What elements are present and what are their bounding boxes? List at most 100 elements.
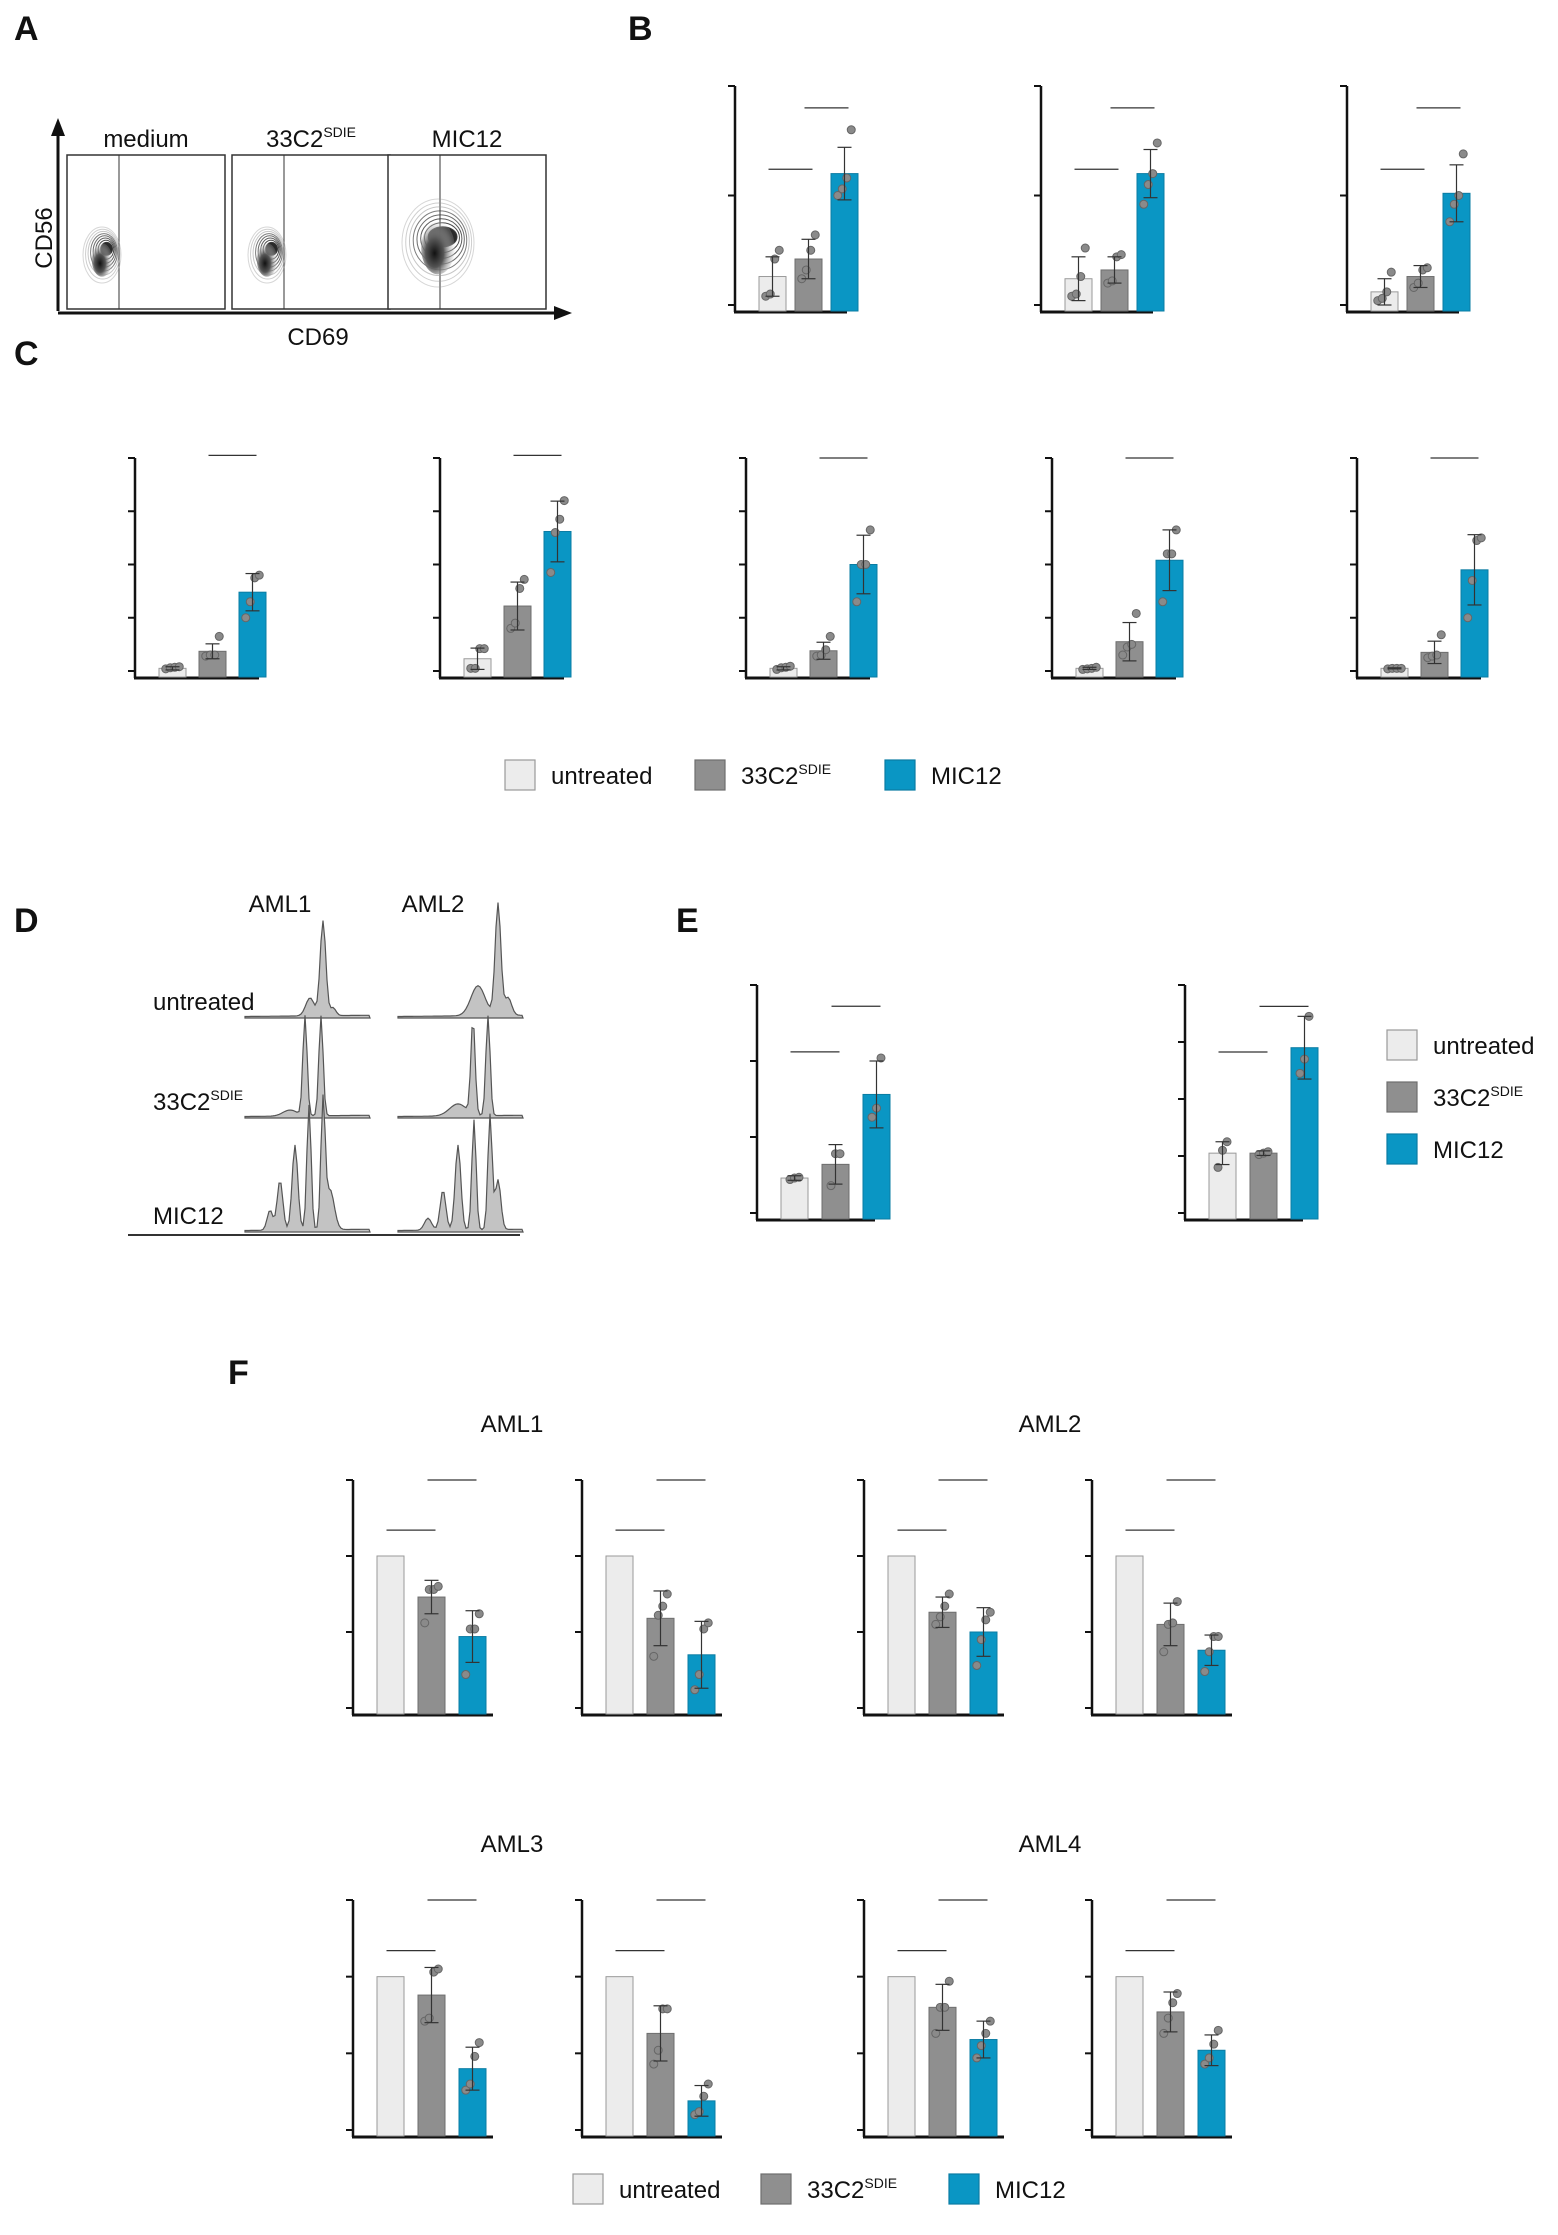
data-point [1458, 149, 1468, 159]
data-point [1116, 250, 1126, 260]
chart-f-14 [346, 1899, 493, 2139]
data-point [420, 1618, 430, 1628]
legend-panel-f: untreated 33C2SDIE MIC12 [572, 2173, 1066, 2205]
legend-swatch [948, 2173, 980, 2205]
legend-label-main: MIC12 [995, 2177, 1066, 2204]
chart-f-15 [575, 1899, 722, 2139]
data-point [852, 597, 862, 607]
bar-untreated [1115, 1976, 1144, 2137]
chart-e-9 [1178, 984, 1319, 1222]
contour-line [247, 226, 287, 284]
flow-plot-title-main: medium [103, 126, 188, 153]
contour-line [85, 228, 121, 280]
data-point [474, 2038, 484, 2048]
data-point [774, 245, 784, 255]
axis-arrow-up-icon [51, 118, 65, 136]
axis-arrow-right-icon [554, 306, 572, 320]
flow-plot-title: medium [103, 126, 188, 153]
bar-33c2sdie [417, 1596, 446, 1715]
contour-line [82, 226, 122, 284]
legend-label: MIC12 [1433, 1137, 1504, 1164]
data-point [649, 1651, 659, 1661]
legend-swatch [694, 759, 726, 791]
histogram-row-label: 33C2SDIE [153, 1087, 243, 1116]
histogram-row-2: MIC12 [153, 1094, 524, 1233]
chart-c-4 [433, 454, 572, 680]
legend-swatch [1386, 1081, 1418, 1113]
data-point [1213, 2025, 1223, 2035]
legend-item-mic12: MIC12 [1386, 1133, 1504, 1165]
histogram-row-label: untreated [153, 989, 254, 1016]
histogram-row-label-sup: SDIE [210, 1087, 243, 1103]
data-point [985, 1607, 995, 1617]
legend-label-sup: SDIE [864, 2175, 897, 2191]
legend-label: 33C2SDIE [807, 2175, 897, 2204]
data-point [1213, 1632, 1223, 1642]
legend-item-mic12: MIC12 [948, 2173, 1066, 2205]
legend-item-untreated: untreated [572, 2173, 720, 2205]
legend-panel-c: untreated 33C2SDIE MIC12 [504, 759, 1002, 791]
data-point [1172, 1989, 1182, 1999]
data-point [703, 2079, 713, 2089]
legend-panel-e: untreated 33C2SDIE MIC12 [1386, 1029, 1534, 1165]
contour-density [421, 221, 455, 275]
histogram-curve [397, 1113, 524, 1233]
legend-label-main: untreated [619, 2177, 720, 2204]
data-point [433, 1964, 443, 1974]
cd69-axis-label: CD69 [287, 324, 348, 351]
data-point [690, 1685, 700, 1695]
chart-c-6 [1045, 457, 1184, 680]
histogram-row-1: 33C2SDIE [153, 1015, 524, 1119]
data-point [1159, 1647, 1169, 1657]
chart-b-1 [1034, 85, 1165, 314]
data-point [461, 1670, 471, 1680]
chart-f-16 [857, 1899, 1004, 2139]
data-point [662, 1589, 672, 1599]
data-point [1131, 608, 1141, 618]
data-point [241, 613, 251, 623]
bar-untreated [376, 1555, 405, 1715]
chart-f-13 [1085, 1479, 1232, 1717]
panel-f-title-aml1: AML1 [481, 1411, 544, 1438]
panel-f-title-aml2: AML2 [1019, 1411, 1082, 1438]
chart-c-3 [128, 454, 267, 680]
legend-label: 33C2SDIE [1433, 1083, 1523, 1112]
panel-label-b: B [628, 10, 653, 48]
contour-density [256, 243, 278, 277]
histogram-curve [244, 920, 371, 1019]
data-point [944, 1976, 954, 1986]
histogram-column-aml2: AML2 [402, 891, 465, 918]
legend-item-untreated: untreated [1386, 1029, 1534, 1061]
data-point [1386, 267, 1396, 277]
histogram-curve [397, 1015, 524, 1119]
chart-c-7 [1350, 457, 1489, 680]
legend-swatch [1386, 1133, 1418, 1165]
flow-plot-frame [231, 154, 391, 310]
bar-33c2sdie [503, 605, 532, 678]
flow-plot-title-main: MIC12 [432, 126, 503, 153]
data-point [931, 2028, 941, 2038]
panel-label-f: F [228, 1354, 249, 1392]
bar-untreated [887, 1555, 916, 1715]
chart-f-10 [346, 1479, 493, 1717]
histogram-row-label-main: untreated [153, 989, 254, 1016]
panel-label-d: D [14, 902, 39, 940]
data-point [867, 1112, 877, 1122]
panel-d-histograms: AML1 AML2 untreated 33C2SDIE MIC12 [128, 891, 524, 1236]
legend-label: 33C2SDIE [741, 761, 831, 790]
data-point [649, 2059, 659, 2069]
flow-plot-1: 33C2SDIE [231, 124, 391, 310]
panel-f-title-aml4: AML4 [1019, 1831, 1082, 1858]
contour-line [401, 198, 475, 288]
legend-item-33c2sdie: 33C2SDIE [694, 759, 831, 791]
legend-label-main: untreated [551, 763, 652, 790]
histogram-column-aml1: AML1 [249, 891, 312, 918]
chart-f-11 [575, 1479, 722, 1717]
data-point [1263, 1147, 1273, 1157]
legend-label-main: 33C2 [1433, 1085, 1490, 1112]
legend-label-sup: SDIE [1490, 1083, 1523, 1099]
data-point [1422, 263, 1432, 273]
flow-plot-2: MIC12 [387, 126, 547, 310]
flow-plot-title-sup: SDIE [323, 124, 356, 140]
